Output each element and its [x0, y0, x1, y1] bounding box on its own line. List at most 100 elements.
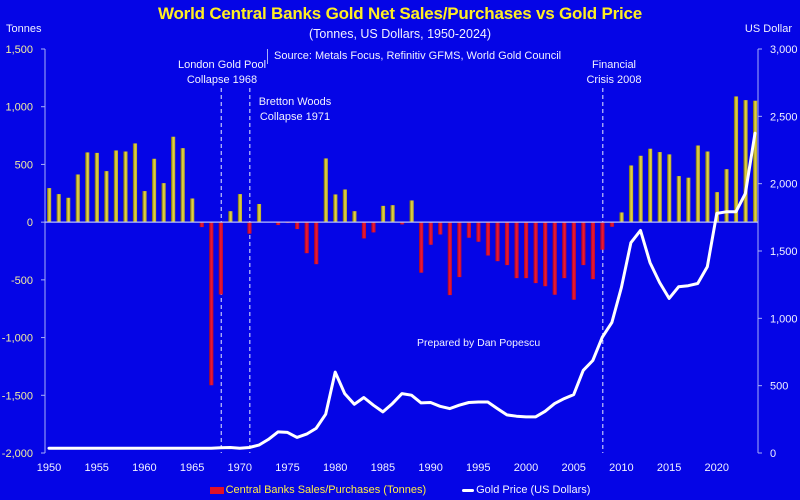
legend-label-line: Gold Price (US Dollars) — [476, 484, 591, 496]
legend-swatch-line — [462, 488, 475, 492]
bar — [371, 222, 376, 233]
bar — [447, 222, 452, 296]
bar — [399, 222, 405, 225]
bar — [638, 155, 643, 223]
legend-item-line[interactable]: Gold Price (US Dollars) — [462, 484, 590, 496]
bar — [533, 222, 538, 284]
annotation-line: Collapse 1968 — [186, 74, 258, 86]
bar — [361, 222, 367, 239]
bar — [571, 222, 576, 300]
chart-title: World Central Banks Gold Net Sales/Purch… — [157, 4, 643, 23]
bar — [667, 154, 672, 223]
bar — [113, 150, 118, 223]
bar — [495, 222, 500, 262]
bar — [714, 192, 719, 223]
chart-subtitle: (Tonnes, US Dollars, 1950-2024) — [308, 27, 492, 41]
bar — [304, 222, 309, 254]
x-tick-label: 2000 — [514, 462, 538, 474]
bar — [524, 222, 529, 279]
bar — [171, 136, 176, 223]
bar — [237, 194, 242, 223]
bar — [457, 222, 462, 278]
x-tick-label: 2020 — [705, 462, 729, 474]
bar — [752, 100, 758, 223]
bar — [628, 165, 634, 223]
bar — [218, 222, 223, 295]
y-left-tick-label: 0 — [27, 217, 33, 229]
annotation-financial-crisis: Financial Crisis 2008 — [575, 58, 653, 88]
y-right-tick-label: 2,500 — [770, 111, 798, 123]
bar — [438, 222, 443, 235]
y-left-tick-label: -500 — [11, 275, 33, 287]
x-tick-label: 1960 — [132, 462, 156, 474]
y-right-tick-label: 1,500 — [770, 246, 798, 258]
y-left-tick-label: 1,500 — [5, 44, 33, 56]
x-tick-label: 1985 — [371, 462, 395, 474]
bar — [151, 158, 157, 223]
bar — [476, 222, 481, 242]
chart-credit: Prepared by Dan Popescu — [417, 337, 541, 349]
annotation-london-gold-pool: London Gold Pool Collapse 1968 — [158, 58, 286, 88]
x-tick-label: 1955 — [84, 462, 108, 474]
bar — [504, 222, 510, 266]
bar — [686, 177, 691, 223]
bar — [695, 145, 700, 223]
annotation-line: Crisis 2008 — [586, 74, 642, 86]
bar — [619, 212, 624, 223]
bar — [66, 197, 71, 223]
bar — [161, 183, 166, 223]
legend-swatch-bars — [209, 486, 224, 494]
bar — [390, 205, 395, 223]
bar — [75, 174, 80, 223]
y-right-tick-label: 1,000 — [770, 313, 798, 325]
y-axis-left-label: Tonnes — [6, 23, 42, 35]
y-right-tick-label: 3,000 — [770, 44, 798, 56]
line-layer — [47, 131, 757, 450]
bar — [342, 189, 347, 223]
bar — [256, 204, 262, 223]
chart-source: Source: Metals Focus, Refinitiv GFMS, Wo… — [267, 49, 561, 64]
bar — [314, 222, 319, 265]
y-left-tick-label: -1,500 — [2, 390, 33, 402]
gold-price-line — [47, 131, 757, 450]
bar — [47, 188, 52, 223]
bar — [295, 222, 300, 230]
x-tick-label: 1980 — [323, 462, 347, 474]
bar — [333, 194, 338, 223]
bar — [590, 222, 595, 280]
bar — [104, 171, 109, 223]
x-tick-label: 2015 — [657, 462, 681, 474]
bar — [743, 100, 748, 223]
bar — [419, 222, 424, 273]
x-tick-label: 1965 — [180, 462, 204, 474]
x-tick-label: 2010 — [609, 462, 633, 474]
bar — [94, 152, 99, 223]
bar — [562, 222, 567, 279]
bar — [380, 205, 386, 223]
annotation-line: Collapse 1971 — [259, 111, 331, 123]
y-right-tick-label: 2,000 — [770, 179, 798, 191]
annotation-bretton-woods: Bretton Woods Collapse 1971 — [250, 95, 340, 125]
legend: Central Banks Sales/Purchases (Tonnes) G… — [0, 484, 800, 496]
bar — [733, 96, 739, 223]
bar — [581, 222, 586, 266]
bar — [352, 211, 357, 223]
y-right-tick-label: 500 — [770, 381, 788, 393]
bar — [132, 143, 138, 223]
bar — [724, 169, 729, 223]
legend-item-bars[interactable]: Central Banks Sales/Purchases (Tonnes) — [209, 484, 426, 496]
y-left-tick-label: 500 — [15, 159, 33, 171]
bar — [228, 211, 233, 223]
x-tick-label: 1995 — [466, 462, 490, 474]
bar — [485, 222, 491, 256]
y-left-tick-label: -2,000 — [2, 448, 33, 460]
bar — [648, 148, 653, 223]
bar — [209, 222, 214, 386]
bar — [657, 152, 662, 223]
bar — [600, 222, 605, 250]
y-left-tick-label: 1,000 — [5, 102, 33, 114]
bar — [552, 222, 557, 295]
y-right-tick-label: 0 — [770, 448, 776, 460]
bar — [705, 151, 710, 223]
